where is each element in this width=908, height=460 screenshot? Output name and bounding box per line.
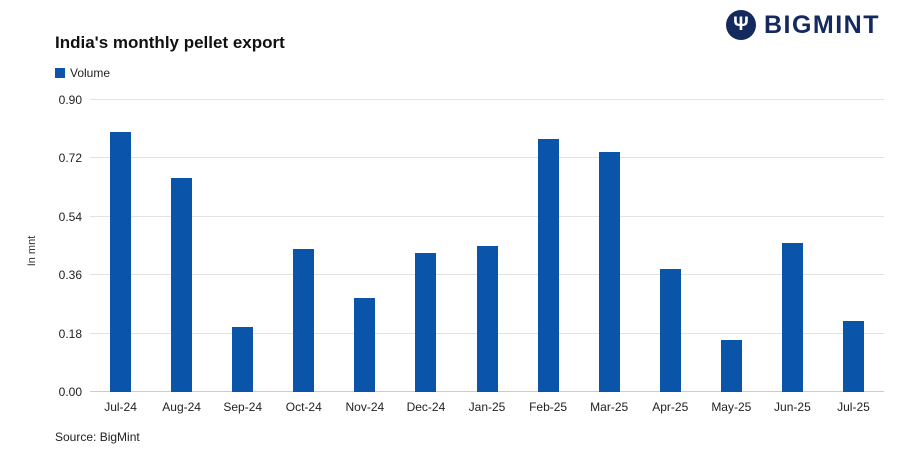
bar-column [762, 100, 823, 392]
bar-mar-25 [598, 151, 620, 392]
gridline [90, 157, 884, 159]
trident-icon: Ψ [725, 10, 756, 40]
gridline [90, 99, 884, 100]
bar-dec-24 [415, 252, 437, 392]
bar-apr-25 [659, 268, 681, 392]
bars-layer [90, 100, 884, 392]
bar-column [579, 100, 640, 392]
bar-column [518, 100, 579, 392]
bar-column [334, 100, 395, 392]
x-tick-label: Feb-25 [529, 400, 568, 414]
bar-column [640, 100, 701, 392]
y-tick-label: 0.90 [58, 93, 82, 107]
logo-text: BIGMINT [763, 10, 880, 39]
x-tick-label: Aug-24 [162, 400, 201, 414]
bar-column [823, 100, 884, 392]
x-tick-label: Jul-24 [104, 400, 137, 414]
bar-column [151, 100, 212, 392]
x-tick-label: Mar-25 [590, 400, 629, 414]
bar-column [456, 100, 517, 392]
bar-column [273, 100, 334, 392]
bar-jan-25 [476, 246, 498, 392]
chart-title: India's monthly pellet export [55, 33, 285, 52]
x-tick-label: Dec-24 [406, 400, 446, 414]
x-tick-label: Nov-24 [345, 400, 385, 414]
x-tick-label: Jun-25 [774, 400, 811, 414]
gridline [90, 215, 884, 217]
x-tick-label: Jul-25 [837, 400, 870, 414]
bar-jun-25 [781, 242, 803, 392]
y-tick-label: 0.36 [58, 268, 82, 283]
bigmint-logo: Ψ BIGMINT [725, 10, 880, 40]
bar-jul-25 [842, 320, 864, 392]
bar-may-25 [720, 340, 742, 392]
x-tick-label: May-25 [711, 400, 752, 414]
bar-sep-24 [232, 327, 254, 392]
y-tick-label: 0.00 [58, 385, 82, 399]
bar-jul-24 [110, 132, 132, 392]
bar-oct-24 [293, 249, 315, 392]
bar-column [395, 100, 456, 392]
legend-swatch-volume [55, 68, 65, 78]
bar-feb-25 [537, 138, 559, 392]
legend-label-volume: Volume [70, 66, 111, 80]
bar-aug-24 [171, 177, 193, 392]
x-axis-labels: Jul-24 Aug-24 Sep-24 Oct-24 Nov-24 Dec-24 Jan-… [90, 400, 884, 414]
plot-area: 0.00 0.18 0.36 0.54 0.72 0.90 [59, 93, 884, 399]
x-tick-label: Sep-24 [223, 400, 263, 414]
x-tick-label: Oct-24 [285, 400, 322, 414]
x-tick-label: Jan-25 [468, 400, 506, 414]
y-tick-label: 0.54 [58, 209, 82, 224]
x-tick-label: Apr-25 [652, 400, 689, 414]
bar-column [90, 100, 151, 392]
y-tick-label: 0.72 [58, 151, 82, 166]
bar-column [212, 100, 273, 392]
source-note: Source: BigMint [55, 430, 140, 444]
chart-legend: Volume [55, 66, 110, 80]
bar-nov-24 [354, 297, 376, 392]
y-axis-title: In mnt [26, 235, 38, 267]
y-tick-label: 0.18 [58, 326, 82, 341]
bar-column [701, 100, 762, 392]
